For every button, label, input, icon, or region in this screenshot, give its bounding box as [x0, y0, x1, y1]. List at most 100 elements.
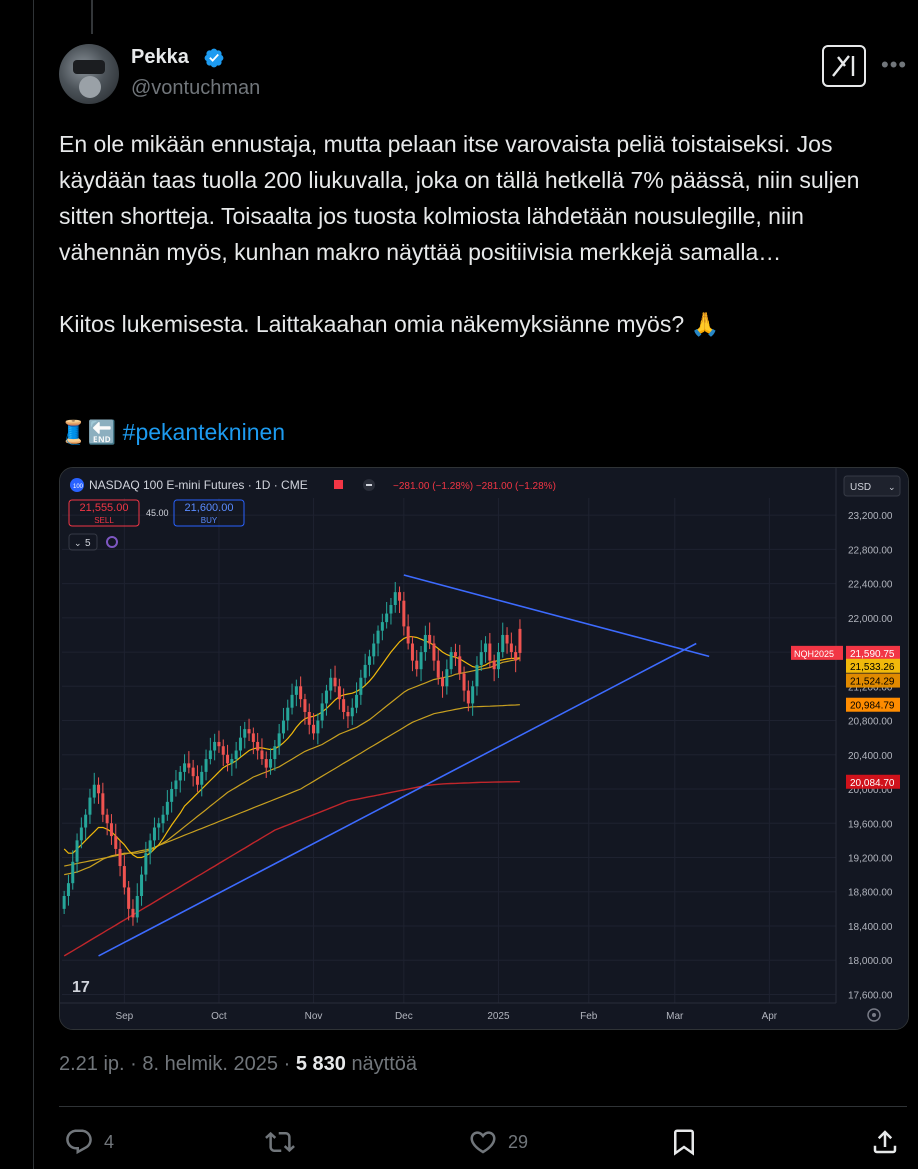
candle-body [221, 746, 225, 755]
price-tag-label: 21,590.75 [850, 649, 895, 660]
price-tag-label: 21,524.29 [850, 677, 895, 688]
verified-badge-icon [204, 48, 224, 68]
price-axis: 23,200.0022,800.0022,400.0022,000.0021,6… [835, 468, 908, 1029]
candle-body [187, 763, 191, 768]
time-axis: Sep Oct Nov Dec 2025 Feb Mar Apr [60, 1002, 836, 1022]
candle-body [144, 853, 148, 875]
thread-end-emoji: 🧵🔚 [59, 419, 117, 445]
candle-body [294, 686, 298, 695]
candle-body [157, 823, 161, 828]
candle-body [466, 690, 470, 704]
x-tick-label: Nov [305, 1011, 323, 1022]
candle-body [509, 643, 513, 653]
ma-fast-line [63, 636, 520, 859]
candle-body [415, 660, 419, 670]
candle-body [342, 699, 346, 712]
bookmark-icon [674, 1129, 694, 1156]
price-tag [846, 658, 900, 673]
views-label: näyttöä [351, 1053, 418, 1075]
avatar[interactable] [59, 44, 119, 104]
candle-body [346, 711, 350, 717]
thread-connector-line [91, 0, 93, 34]
tweet-time[interactable]: 2.21 ip. [59, 1053, 125, 1075]
y-tick-label: 17,600.00 [848, 990, 893, 1001]
buy-label: BUY [201, 516, 218, 525]
candle-body [247, 729, 251, 734]
candle-body [445, 669, 449, 687]
sell-price: 21,555.00 [80, 502, 129, 514]
tweet-date[interactable]: 8. helmik. 2025 [142, 1053, 279, 1075]
candle-body [97, 784, 101, 794]
candle-body [114, 836, 118, 849]
candle-body [380, 622, 384, 631]
retweet-button[interactable] [265, 1124, 295, 1160]
buy-price: 21,600.00 [185, 502, 234, 514]
candle-body [148, 840, 152, 854]
settings-gear-icon [867, 1008, 881, 1022]
hashtag-link[interactable]: #pekantekninen [122, 419, 286, 445]
y-tick-label: 19,200.00 [848, 853, 893, 864]
candle-body [488, 643, 492, 661]
candle-body [398, 592, 402, 601]
reply-button[interactable]: 4 [64, 1124, 114, 1160]
candle-body [109, 823, 113, 837]
candle-body [92, 784, 96, 798]
svg-text:100: 100 [73, 484, 84, 490]
candle-body [432, 643, 436, 661]
y-tick-label: 22,400.00 [848, 580, 893, 591]
symbol-logo-icon [70, 478, 84, 492]
spread: 45.00 [146, 508, 169, 518]
share-icon [873, 1130, 897, 1154]
avatar-detail [73, 60, 105, 74]
candle-body [217, 741, 221, 747]
ma-200-line [63, 781, 520, 957]
like-count: 29 [508, 1131, 529, 1152]
candle-body [514, 652, 518, 661]
candle-body [367, 656, 371, 665]
price-change: −281.00 (−1.28%) −281.00 (−1.28%) [393, 481, 556, 492]
candles [62, 581, 522, 926]
like-button[interactable]: 29 [468, 1124, 528, 1160]
candle-body [402, 600, 406, 627]
candle-body [281, 720, 285, 734]
candle-body [213, 741, 217, 751]
symbol-title: NASDAQ 100 E-mini Futures · 1D · CME [89, 478, 308, 492]
ticker-tag [791, 645, 843, 660]
candle-body [419, 652, 423, 670]
thread-border [33, 0, 34, 1169]
bookmark-button[interactable] [669, 1124, 699, 1160]
candle-body [316, 720, 320, 734]
grok-button[interactable] [822, 45, 866, 87]
candle-body [243, 729, 247, 738]
candle-body [484, 643, 488, 653]
candle-body [475, 664, 479, 687]
x-tick-label: Sep [115, 1011, 133, 1022]
candle-body [518, 628, 522, 653]
author-name[interactable]: Pekka [131, 46, 189, 68]
candle-body [359, 677, 363, 695]
candle-body [230, 759, 234, 764]
y-tick-label: 22,800.00 [848, 545, 893, 556]
candle-body [329, 677, 333, 691]
y-tick-label: 18,400.00 [848, 922, 893, 933]
y-tick-label: 18,000.00 [848, 956, 893, 967]
author-handle[interactable]: @vontuchman [131, 77, 261, 99]
x-tick-label: Oct [211, 1011, 227, 1022]
more-icon[interactable]: ••• [881, 52, 908, 77]
candle-body [84, 814, 88, 828]
candle-body [105, 814, 109, 824]
x-tick-label: Dec [395, 1011, 413, 1022]
x-tick-label: 2025 [487, 1011, 510, 1022]
candle-body [79, 827, 83, 841]
chart-grid [62, 498, 836, 1003]
share-button[interactable] [870, 1124, 900, 1160]
candle-body [118, 848, 122, 867]
candle-body [350, 707, 354, 717]
candle-body [66, 883, 70, 897]
candle-body [355, 694, 359, 708]
candle-body [251, 733, 255, 742]
price-tag-label: 20,084.70 [850, 778, 895, 789]
chart-image[interactable]: 23,200.00 22,800.00 22,400.00 22,000.00 21,6… [59, 467, 909, 1030]
ma-mid-line [64, 658, 521, 876]
candle-body [462, 673, 466, 691]
